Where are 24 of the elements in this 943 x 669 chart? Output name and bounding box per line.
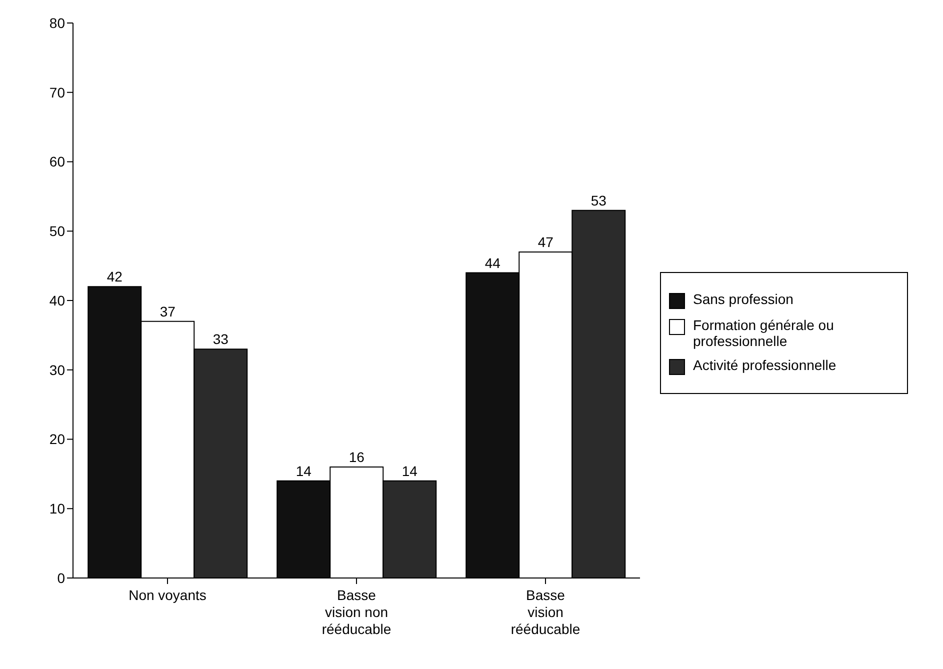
y-tick-label: 20 (49, 431, 66, 448)
x-tick-label: Basse vision rééducable (510, 587, 580, 637)
data-label: 44 (484, 254, 501, 271)
legend-label: Formation générale ou professionnelle (693, 317, 835, 349)
y-tick-label: 80 (49, 14, 66, 31)
legend-label: Activité professionnelle (693, 357, 836, 373)
data-label: 53 (590, 192, 607, 208)
y-tick-label: 0 (57, 570, 66, 586)
data-label: 14 (296, 462, 312, 479)
x-tick-label: Non voyants (128, 587, 206, 603)
y-tick-label: 10 (49, 500, 66, 517)
y-tick-label: 50 (49, 223, 66, 240)
data-label: 42 (106, 268, 123, 285)
y-tick-label: 30 (49, 362, 66, 378)
data-label: 47 (538, 234, 554, 250)
y-tick-label: 60 (49, 154, 66, 170)
y-tick-label: 40 (49, 292, 66, 308)
data-label: 37 (160, 303, 176, 320)
data-label: 16 (348, 449, 365, 465)
legend-label: Sans profession (693, 291, 794, 307)
data-label: 33 (212, 331, 229, 348)
x-tick-label: Basse vision non rééducable (322, 587, 392, 637)
data-label: 14 (402, 462, 418, 479)
y-tick-label: 70 (49, 84, 66, 100)
